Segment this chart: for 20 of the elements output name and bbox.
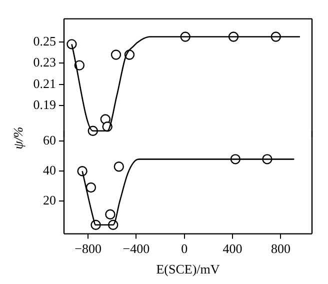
point xyxy=(110,50,122,60)
y-tick-label: 0.21 xyxy=(33,76,56,91)
y-tick-label: 40 xyxy=(43,162,56,178)
x-tick-label: −800 xyxy=(74,241,102,256)
x-axis-title: E(SCE)/mV xyxy=(156,262,220,277)
y-tick-label: 60 xyxy=(43,132,56,148)
point xyxy=(66,39,77,50)
y-tick-label: 0.25 xyxy=(33,33,56,48)
point xyxy=(86,182,96,193)
y-tick-label: 0.19 xyxy=(33,96,56,112)
y-axis-title: ψ/% xyxy=(10,126,26,150)
x-tick-label: 400 xyxy=(222,241,242,256)
x-tick-label: −400 xyxy=(122,241,150,256)
x-tick-label: 800 xyxy=(270,241,290,256)
x-tick-label: 0 xyxy=(181,241,188,256)
y-tick-label: 20 xyxy=(43,192,56,208)
y-tick-label: 0.23 xyxy=(33,54,56,70)
point xyxy=(105,209,116,220)
point xyxy=(77,166,88,176)
point xyxy=(114,162,124,172)
